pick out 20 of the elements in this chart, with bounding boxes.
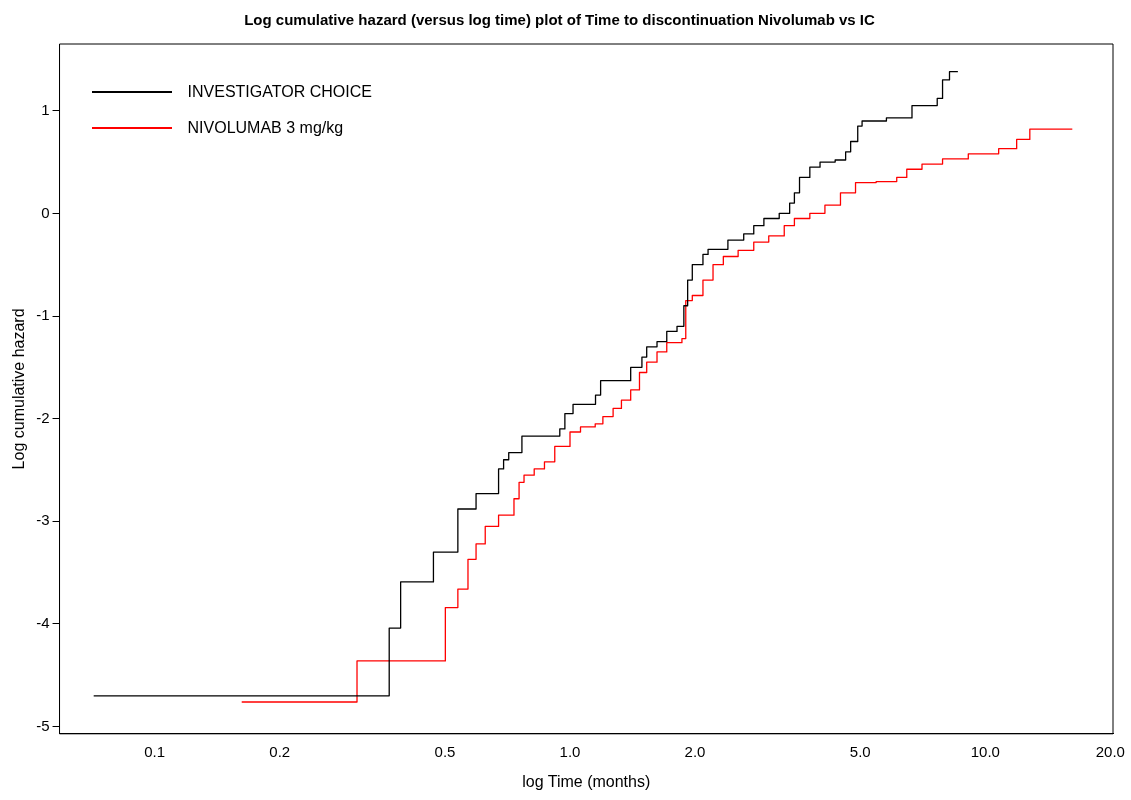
x-tick-label: 5.0 (849, 742, 871, 760)
chart-title: Log cumulative hazard (versus log time) plot of Time to discontinuation Nivolumab vs IC (244, 11, 875, 29)
y-tick-label: -1 (36, 306, 50, 324)
x-tick-label: 0.2 (269, 742, 291, 760)
x-tick-label: 0.5 (434, 742, 456, 760)
y-tick-label: 1 (41, 100, 50, 118)
x-tick-label: 2.0 (684, 742, 706, 760)
x-tick-label: 1.0 (559, 742, 581, 760)
legend-label: INVESTIGATOR CHOICE (187, 83, 372, 101)
y-axis-title: Log cumulative hazard (10, 308, 28, 470)
y-tick-label: 0 (41, 203, 50, 221)
x-tick-label: 20.0 (1095, 742, 1125, 760)
y-tick-label: -2 (36, 408, 50, 426)
y-tick-label: -5 (36, 716, 50, 734)
y-tick-label: -3 (36, 511, 50, 529)
y-tick-label: -4 (36, 614, 50, 632)
legend-label: NIVOLUMAB 3 mg/kg (187, 119, 344, 137)
x-axis-title: log Time (months) (522, 772, 651, 790)
x-tick-label: 10.0 (970, 742, 1000, 760)
x-tick-label: 0.1 (144, 742, 166, 760)
